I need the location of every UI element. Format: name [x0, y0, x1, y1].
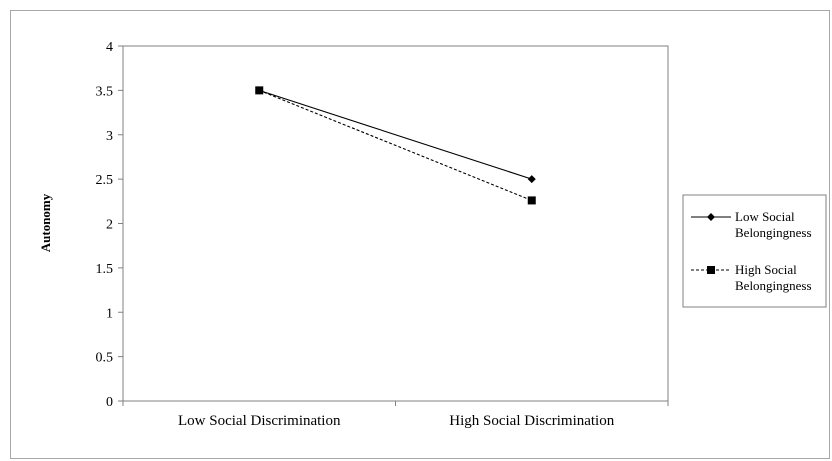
legend-marker [707, 213, 715, 221]
legend-label: High Social [735, 262, 797, 277]
y-axis-label: Autonomy [38, 193, 53, 252]
legend-label: Belongingness [735, 225, 812, 240]
y-tick-label: 1 [106, 306, 113, 321]
data-point [527, 196, 536, 205]
legend-label: Belongingness [735, 278, 812, 293]
y-tick-label: 4 [106, 40, 113, 55]
y-tick-label: 2 [106, 218, 113, 233]
data-point [527, 175, 536, 184]
y-tick-label: 0.5 [96, 351, 114, 366]
y-tick-label: 0 [106, 395, 113, 410]
legend-label: Low Social [735, 209, 795, 224]
y-tick-label: 3.5 [96, 84, 114, 99]
series-line-1 [259, 89, 532, 180]
plot-border [122, 45, 669, 402]
x-tick-label: Low Social Discrimination [178, 413, 341, 429]
data-point [255, 86, 264, 95]
legend-box [682, 194, 827, 308]
y-tick-label: 2.5 [96, 173, 114, 188]
series-line-2 [259, 89, 532, 201]
y-tick-label: 1.5 [96, 262, 114, 277]
y-tick-label: 3 [106, 129, 113, 144]
legend-marker [707, 266, 715, 274]
x-tick-label: High Social Discrimination [449, 413, 614, 429]
plot-area: 0 0.5 1 1.5 2 2.5 3 3.5 4 Low Social Discriminati… [96, 40, 669, 429]
